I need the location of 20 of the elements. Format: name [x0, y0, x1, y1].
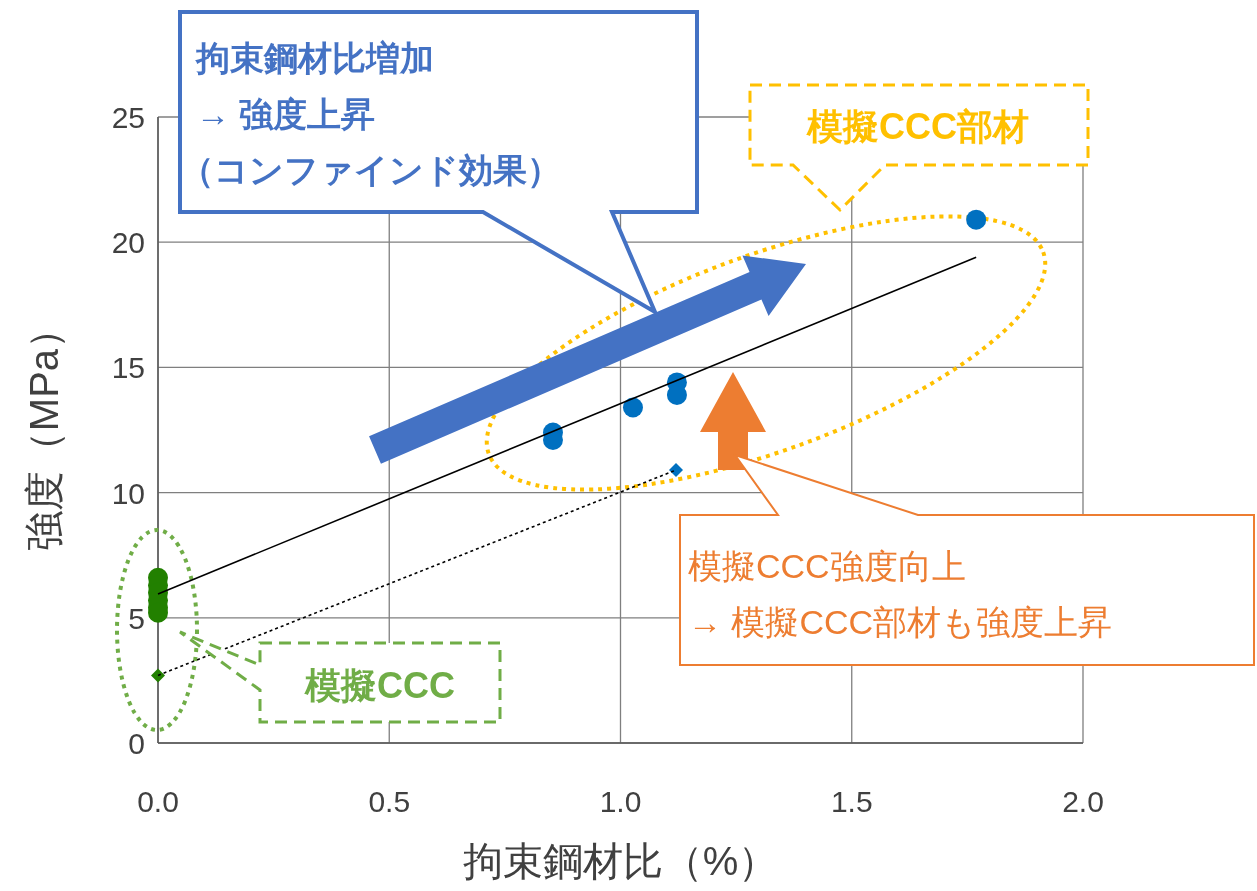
x-tick-label: 1.5 [830, 785, 873, 818]
y-tick-label: 5 [128, 601, 145, 635]
y-tick-label: 25 [111, 101, 145, 134]
annotation: （コンファインド効果） [180, 151, 561, 189]
x-tick-label: 2.0 [1062, 785, 1104, 818]
text: 拘束鋼材比増加 [195, 39, 434, 77]
x-tick-label: 0.0 [137, 785, 179, 818]
annotation: 模擬CCC部材 [806, 106, 1029, 147]
x-tick-label: 0.5 [368, 785, 411, 818]
y-axis-title: 強度（MPa） [22, 308, 66, 552]
y-tick-label: 0 [128, 727, 145, 760]
y-tick-label: 10 [111, 476, 145, 510]
annotation: → 強度上昇 [196, 95, 376, 133]
x-tick-label: 1.0 [599, 785, 642, 818]
y-tick-label: 15 [111, 351, 145, 385]
annotation: 模擬CCC [304, 665, 455, 706]
annotation: → 模擬CCC部材も強度上昇 [688, 603, 1113, 641]
x-axis-title: 拘束鋼材比（%） [462, 839, 779, 883]
y-tick-label: 20 [111, 226, 145, 260]
annotation: 模擬CCC強度向上 [688, 547, 966, 585]
